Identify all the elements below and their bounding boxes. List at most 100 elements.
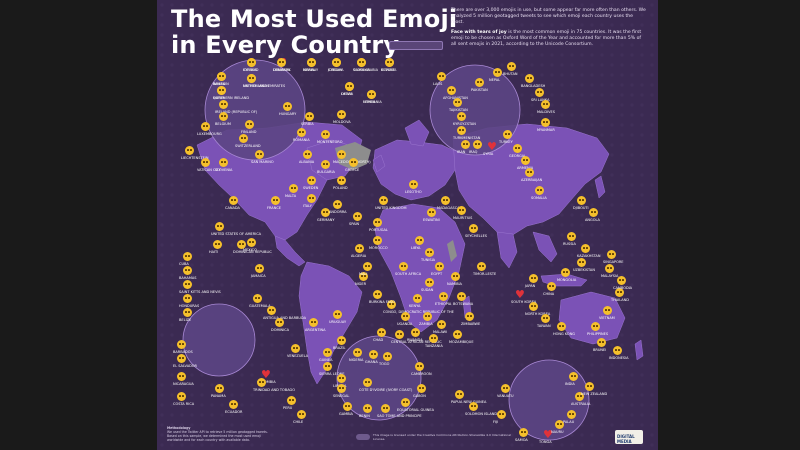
country-label: Lebanon (273, 68, 290, 72)
face-with-tears-of-joy-icon (323, 348, 332, 357)
country-label: Senegal (333, 394, 350, 398)
face-with-tears-of-joy-icon (237, 240, 246, 249)
red-heart-icon (543, 428, 553, 441)
country-label: Liechtenstein (181, 156, 209, 160)
country-label: Benin (359, 414, 370, 418)
face-with-tears-of-joy-icon (369, 350, 378, 359)
south-america-landmass (298, 261, 363, 385)
country-label: Sweden (303, 186, 319, 190)
country-label: Zambia (419, 322, 433, 326)
face-with-tears-of-joy-icon (399, 262, 408, 271)
country-label: Russia (563, 242, 576, 246)
country-label: Australia (571, 402, 591, 406)
country-label: Kenya (409, 304, 421, 308)
face-with-tears-of-joy-icon (581, 244, 590, 253)
face-with-tears-of-joy-icon (229, 400, 238, 409)
country-label: Ecuador (225, 410, 243, 414)
face-with-tears-of-joy-icon (217, 72, 226, 81)
face-with-tears-of-joy-icon (605, 264, 614, 273)
face-with-tears-of-joy-icon (229, 196, 238, 205)
face-with-tears-of-joy-icon (201, 158, 210, 167)
country-label: Iraq (469, 150, 478, 154)
face-with-tears-of-joy-icon (541, 100, 550, 109)
face-with-tears-of-joy-icon (493, 68, 502, 77)
country-label: Hong Kong (553, 332, 576, 336)
face-with-tears-of-joy-icon (401, 398, 410, 407)
face-with-tears-of-joy-icon (177, 372, 186, 381)
southeast-asia-landmass (532, 231, 558, 263)
face-with-tears-of-joy-icon (453, 330, 462, 339)
country-label: Tunisia (421, 258, 435, 262)
country-label: Equatorial Guinea (397, 408, 434, 412)
country-label: North Korea (525, 312, 551, 316)
country-label: United Arab Emirates (243, 84, 286, 88)
country-label: Sri Lanka (531, 98, 550, 102)
face-with-tears-of-joy-icon (575, 392, 584, 401)
face-with-tears-of-joy-icon (535, 88, 544, 97)
country-label: Sierra Leone (319, 372, 345, 376)
face-with-tears-of-joy-icon (507, 62, 516, 71)
face-with-tears-of-joy-icon (457, 292, 466, 301)
face-with-tears-of-joy-icon (457, 112, 466, 121)
title-line-2: in Every Country (171, 31, 400, 59)
central-america-landmass (274, 235, 306, 267)
face-with-tears-of-joy-icon (303, 150, 312, 159)
country-label: Myanmar (537, 128, 555, 132)
face-with-tears-of-joy-icon (239, 134, 248, 143)
license-note: This image is licensed under the Creativ… (373, 433, 511, 441)
face-with-tears-of-joy-icon (253, 294, 262, 303)
face-with-tears-of-joy-icon (469, 402, 478, 411)
country-label: France (267, 206, 281, 210)
face-with-tears-of-joy-icon (177, 354, 186, 363)
face-with-tears-of-joy-icon (577, 196, 586, 205)
country-label: Barbados (173, 350, 193, 354)
country-label: Palau (563, 420, 575, 424)
country-label: Belgium (215, 122, 231, 126)
face-with-tears-of-joy-icon (435, 262, 444, 271)
face-with-tears-of-joy-icon (437, 320, 446, 329)
face-with-tears-of-joy-icon (321, 160, 330, 169)
face-with-tears-of-joy-icon (307, 58, 316, 67)
intro-bold-phrase: Face with tears of joy (451, 30, 507, 35)
face-with-tears-of-joy-icon (439, 292, 448, 301)
country-label: El Salvador (173, 364, 197, 368)
face-with-tears-of-joy-icon (417, 384, 426, 393)
country-label: Montenegro (317, 140, 343, 144)
face-with-tears-of-joy-icon (469, 224, 478, 233)
face-with-tears-of-joy-icon (333, 310, 342, 319)
continents (196, 119, 644, 385)
country-label: Slovenia (215, 168, 233, 172)
face-with-tears-of-joy-icon (383, 352, 392, 361)
country-label: Estonia (381, 68, 397, 72)
country-label: Syria (483, 152, 494, 156)
face-with-tears-of-joy-icon (497, 410, 506, 419)
country-label: Nauru (551, 430, 564, 434)
face-with-tears-of-joy-icon (427, 208, 436, 217)
face-with-tears-of-joy-icon (615, 288, 624, 297)
face-with-tears-of-joy-icon (379, 196, 388, 205)
country-label: Northern Ireland (213, 96, 250, 100)
country-label: Central African Republic (391, 340, 442, 344)
country-label: Dominica (271, 328, 289, 332)
country-label: Dominican Republic (233, 250, 272, 254)
country-label: Mauritius (453, 216, 473, 220)
world-map (157, 0, 658, 450)
face-with-tears-of-joy-icon (457, 206, 466, 215)
country-label: Bulgaria (317, 170, 335, 174)
face-with-tears-of-joy-icon (437, 72, 446, 81)
face-with-tears-of-joy-icon (423, 312, 432, 321)
country-label: Vietnam (599, 316, 615, 320)
india-landmass (496, 231, 518, 269)
country-label: Latvia (341, 92, 354, 96)
face-with-tears-of-joy-icon (183, 308, 192, 317)
country-label: Brunei (593, 348, 607, 352)
country-label: Congo, Democratic Republic of the (383, 310, 454, 314)
face-with-tears-of-joy-icon (409, 180, 418, 189)
face-with-tears-of-joy-icon (355, 244, 364, 253)
country-label: Gabon (413, 394, 426, 398)
country-label: Zimbabwe (461, 322, 481, 326)
title-decoration-bar (389, 41, 443, 50)
face-with-tears-of-joy-icon (297, 128, 306, 137)
country-label: Nicaragua (173, 382, 194, 386)
country-label: South Africa (395, 272, 422, 276)
